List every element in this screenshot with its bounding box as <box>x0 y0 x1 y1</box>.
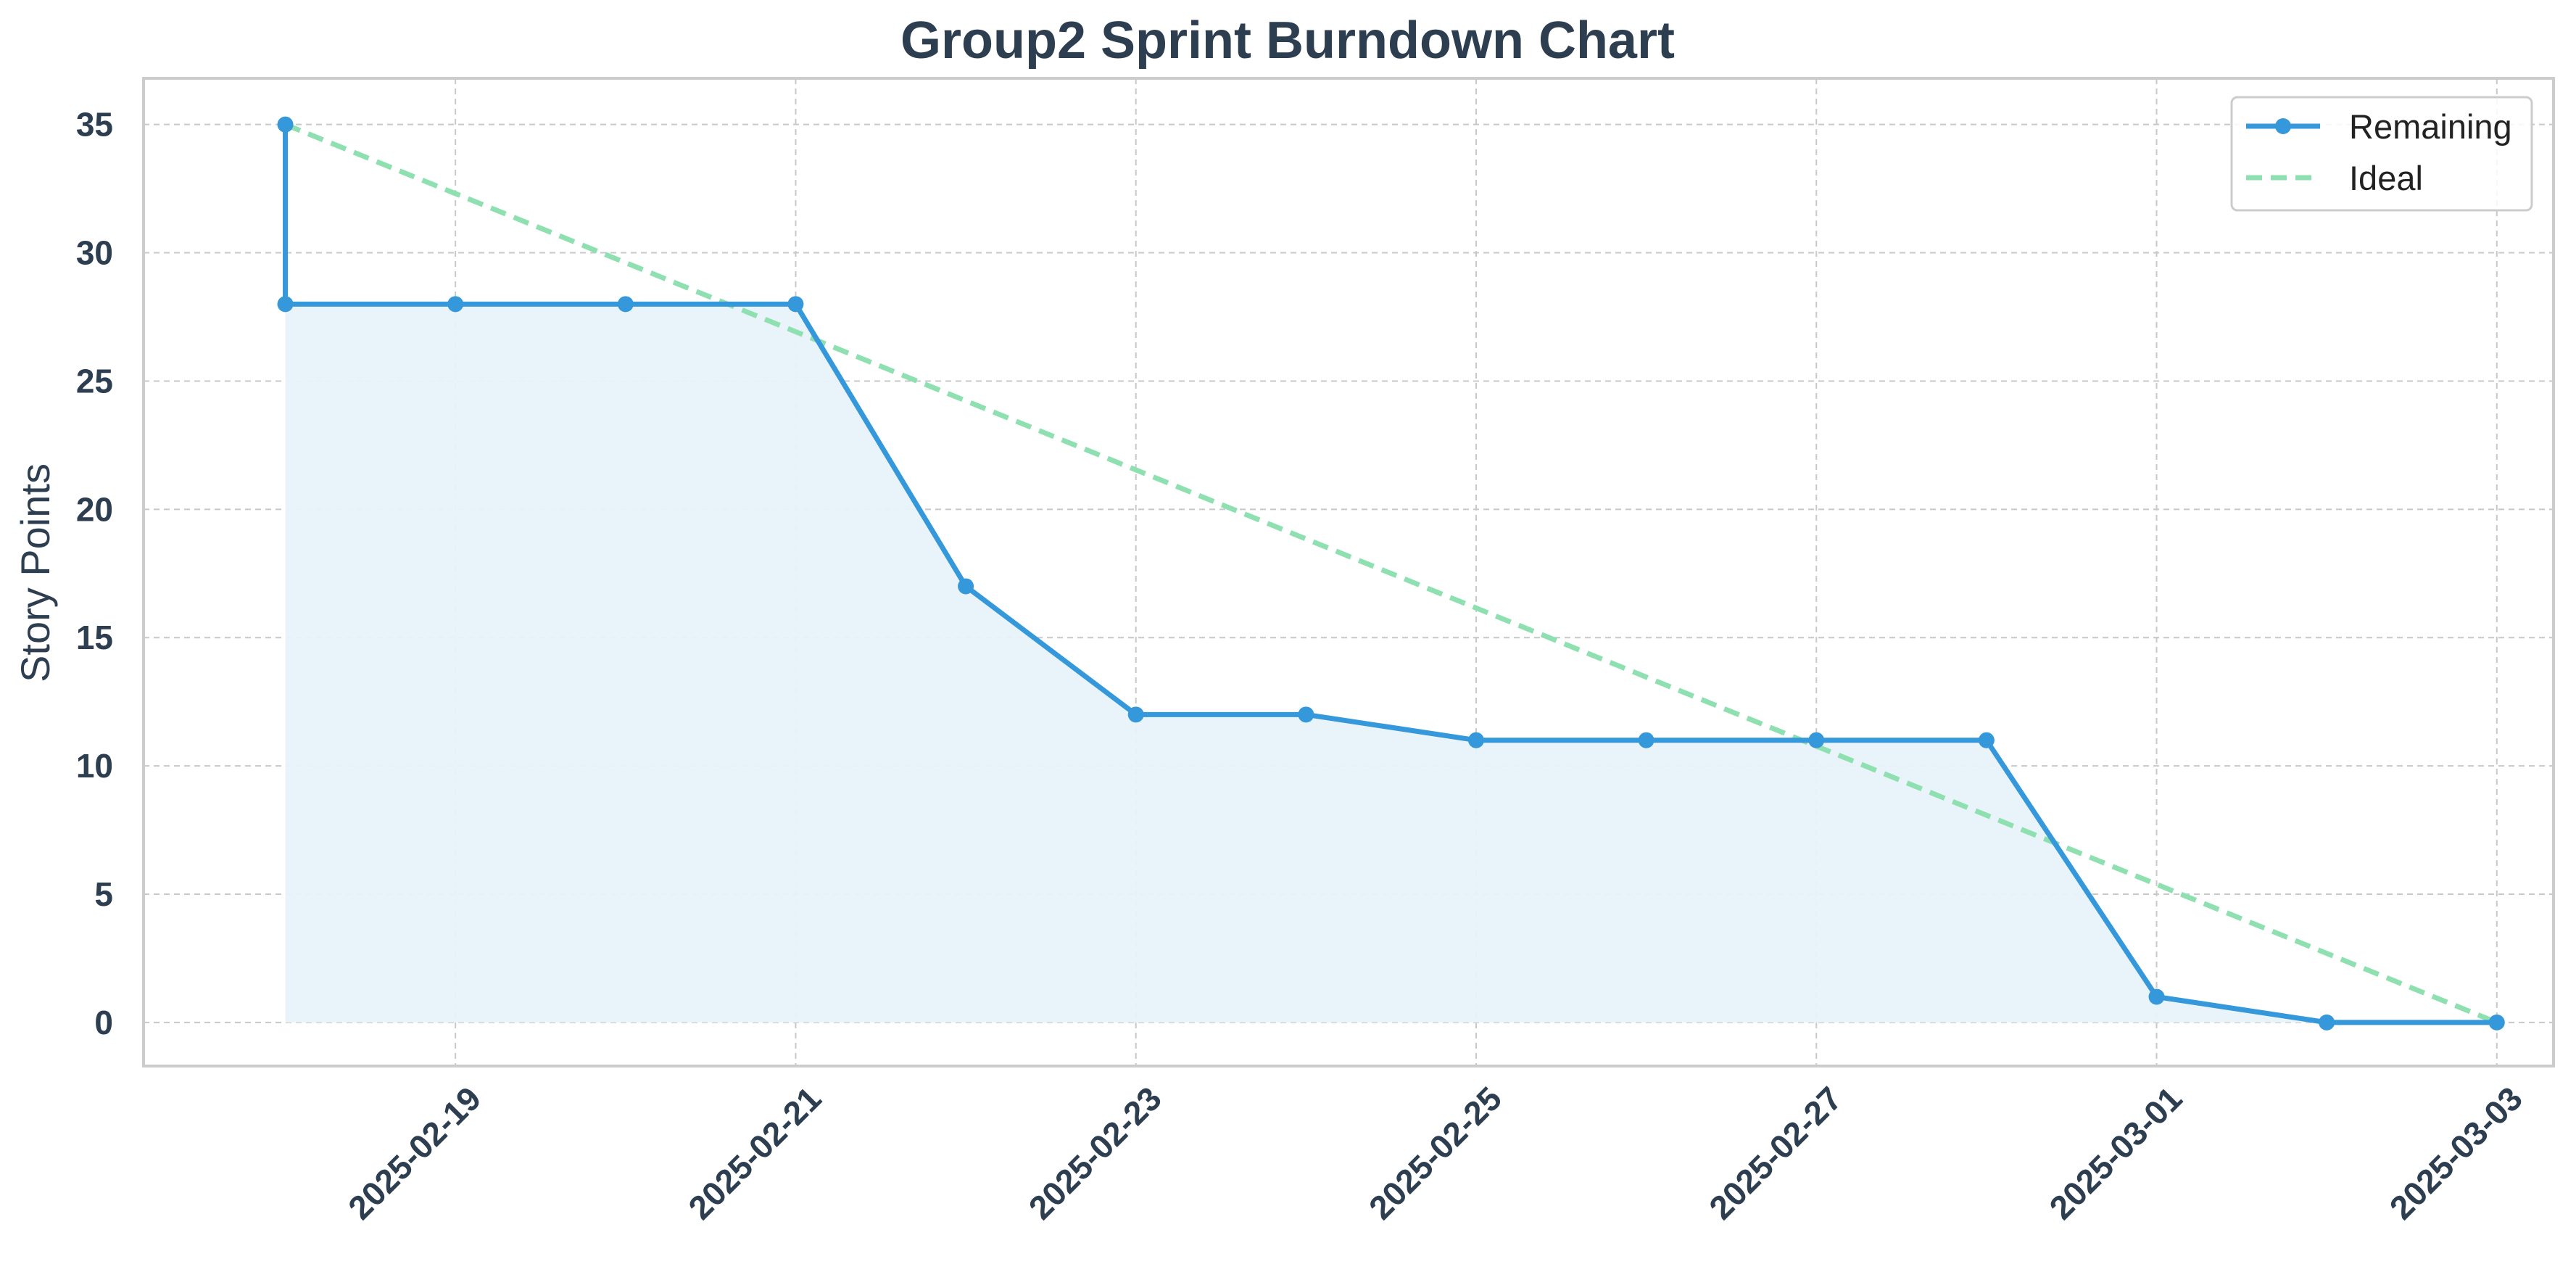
remaining-point <box>2488 1014 2505 1031</box>
remaining-point <box>1808 732 1825 748</box>
legend-remaining-label: Remaining <box>2349 107 2512 146</box>
y-tick-label: 5 <box>94 875 113 913</box>
remaining-point <box>1127 706 1144 723</box>
remaining-point <box>277 296 294 313</box>
remaining-point <box>2148 988 2165 1005</box>
remaining-point <box>958 578 974 595</box>
remaining-point <box>787 296 804 313</box>
chart-title: Group2 Sprint Burndown Chart <box>900 12 1675 70</box>
y-tick-label: 25 <box>76 362 113 400</box>
y-tick-label: 35 <box>76 106 113 144</box>
y-axis-label: Story Points <box>12 463 58 682</box>
remaining-point <box>617 296 634 313</box>
remaining-point <box>1467 732 1484 748</box>
remaining-point <box>1638 732 1654 748</box>
plot-frame <box>142 77 2555 1067</box>
y-tick-label: 0 <box>94 1004 113 1041</box>
legend: Remaining Ideal <box>2230 96 2533 212</box>
legend-remaining-marker <box>2275 118 2291 134</box>
remaining-point <box>2319 1014 2335 1031</box>
legend-ideal-label: Ideal <box>2349 159 2423 197</box>
series-layer <box>277 116 2505 1031</box>
remaining-point <box>1978 732 1995 748</box>
remaining-point <box>1298 706 1314 723</box>
y-tick-label: 10 <box>76 747 113 785</box>
y-tick-label: 30 <box>76 234 113 272</box>
y-tick-label: 15 <box>76 619 113 656</box>
y-tick-label: 20 <box>76 490 113 528</box>
ideal-line <box>284 122 2498 1025</box>
remaining-point <box>447 296 464 313</box>
remaining-point <box>277 116 294 133</box>
